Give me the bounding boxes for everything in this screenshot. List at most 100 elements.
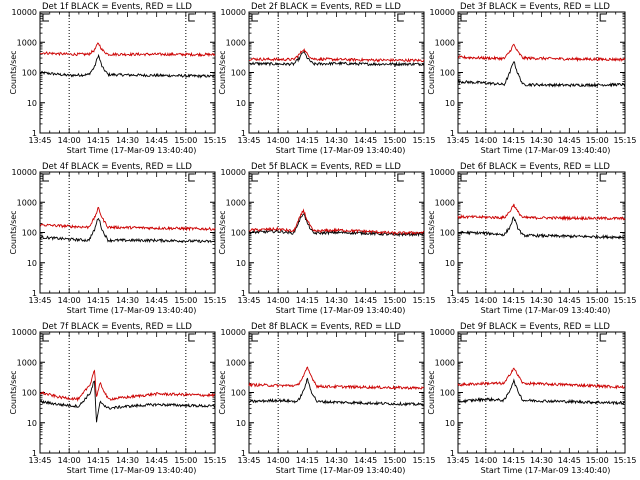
x-tick-label: 15:00 <box>174 296 197 305</box>
bracket-marker <box>460 13 467 22</box>
y-tick-label: 1 <box>241 129 246 138</box>
y-tick-label: 100 <box>22 69 37 78</box>
x-axis-label: Start Time (17-Mar-09 13:40:40) <box>276 146 406 155</box>
series-line-events <box>457 61 626 88</box>
bracket-marker <box>599 173 607 182</box>
plot-frame <box>457 331 626 454</box>
x-tick-label: 14:30 <box>116 456 139 465</box>
x-tick-label: 15:00 <box>383 296 406 305</box>
series-line-lld <box>457 367 626 390</box>
series-line-lld <box>457 43 626 63</box>
x-tick-label: 14:15 <box>502 296 525 305</box>
bracket-marker <box>599 333 607 342</box>
bracket-marker <box>599 13 607 22</box>
y-tick-label: 10000 <box>221 328 246 337</box>
series-line-events <box>248 213 425 238</box>
x-tick-label: 14:30 <box>530 456 553 465</box>
y-tick-label: 10000 <box>12 328 37 337</box>
panel-det-9: Det 9f BLACK = Events, RED = LLD 1 10 100 10… <box>427 322 637 475</box>
x-tick-label: 14:15 <box>502 136 525 145</box>
series-line-lld <box>39 369 216 403</box>
x-tick-label: 15:00 <box>586 136 609 145</box>
y-tick-label: 1 <box>450 449 455 458</box>
x-tick-label: 15:15 <box>203 136 226 145</box>
y-tick-label: 100 <box>22 389 37 398</box>
panel-title: Det 3f BLACK = Events, RED = LLD <box>460 2 610 12</box>
series-line-events <box>457 216 626 240</box>
y-tick-label: 1 <box>32 289 37 298</box>
x-tick-label: 14:15 <box>502 456 525 465</box>
x-axis-label: Start Time (17-Mar-09 13:40:40) <box>481 146 611 155</box>
x-tick-label: 14:00 <box>267 296 290 305</box>
series-line-lld <box>39 42 216 58</box>
y-tick-label: 1 <box>241 289 246 298</box>
panel-title: Det 5f BLACK = Events, RED = LLD <box>251 162 401 172</box>
panel-title: Det 1f BLACK = Events, RED = LLD <box>42 2 192 12</box>
x-tick-label: 13:45 <box>28 136 51 145</box>
series-line-events <box>248 377 425 407</box>
y-tick-label: 10000 <box>221 8 246 17</box>
x-tick-label: 14:30 <box>530 136 553 145</box>
y-tick-label: 100 <box>231 69 246 78</box>
x-axis-label: Start Time (17-Mar-09 13:40:40) <box>481 306 611 315</box>
x-tick-label: 13:45 <box>28 296 51 305</box>
panel-title: Det 6f BLACK = Events, RED = LLD <box>460 162 610 172</box>
x-tick-label: 14:45 <box>558 136 581 145</box>
y-tick-label: 1000 <box>435 38 455 47</box>
y-tick-label: 1000 <box>435 358 455 367</box>
x-tick-label: 13:45 <box>237 136 260 145</box>
y-tick-label: 100 <box>231 229 246 238</box>
x-tick-label: 13:45 <box>446 456 469 465</box>
x-tick-label: 13:45 <box>28 456 51 465</box>
series-line-lld <box>457 203 626 222</box>
series-line-events <box>248 50 425 67</box>
x-tick-label: 14:30 <box>325 296 348 305</box>
series-line-events <box>39 217 216 244</box>
panel-det-7: Det 7f BLACK = Events, RED = LLD 1 10 100 10… <box>9 322 227 475</box>
bracket-marker <box>188 173 195 182</box>
x-tick-label: 15:15 <box>613 456 636 465</box>
x-axis-label: Start Time (17-Mar-09 13:40:40) <box>276 466 406 475</box>
series-line-lld <box>248 208 425 236</box>
plot-frame <box>457 11 626 134</box>
y-axis-label: Counts/sec <box>9 370 18 414</box>
y-axis-label: Counts/sec <box>427 50 436 94</box>
series-line-events <box>39 53 216 79</box>
x-tick-label: 14:00 <box>474 136 497 145</box>
y-tick-label: 10 <box>236 99 246 108</box>
bracket-marker <box>251 333 258 342</box>
x-tick-label: 14:45 <box>354 296 377 305</box>
plot-frame <box>39 11 216 134</box>
x-axis-label: Start Time (17-Mar-09 13:40:40) <box>67 146 197 155</box>
x-tick-label: 15:00 <box>174 456 197 465</box>
y-tick-label: 10000 <box>430 168 455 177</box>
x-tick-label: 14:45 <box>354 456 377 465</box>
panel-det-6: Det 6f BLACK = Events, RED = LLD 1 10 100 10… <box>427 162 637 315</box>
y-tick-label: 10 <box>236 419 246 428</box>
x-tick-label: 14:15 <box>87 136 110 145</box>
y-tick-label: 1 <box>32 129 37 138</box>
x-tick-label: 14:30 <box>116 136 139 145</box>
x-tick-label: 15:15 <box>613 136 636 145</box>
x-tick-label: 15:00 <box>586 296 609 305</box>
panel-det-5: Det 5f BLACK = Events, RED = LLD 1 10 100 10… <box>218 162 436 315</box>
panel-det-1: Det 1f BLACK = Events, RED = LLD 1 10 100 10… <box>9 2 227 155</box>
y-tick-label: 1000 <box>17 198 37 207</box>
x-tick-label: 15:15 <box>412 136 435 145</box>
y-axis-label: Counts/sec <box>218 370 227 414</box>
x-tick-label: 14:45 <box>558 456 581 465</box>
x-tick-label: 14:00 <box>267 136 290 145</box>
y-tick-label: 1 <box>241 449 246 458</box>
x-axis-label: Start Time (17-Mar-09 13:40:40) <box>67 306 197 315</box>
panel-det-8: Det 8f BLACK = Events, RED = LLD 1 10 100 10… <box>218 322 436 475</box>
panel-title: Det 4f BLACK = Events, RED = LLD <box>42 162 192 172</box>
x-axis-label: Start Time (17-Mar-09 13:40:40) <box>481 466 611 475</box>
x-tick-label: 14:30 <box>325 456 348 465</box>
x-tick-label: 14:15 <box>296 136 319 145</box>
y-axis-label: Counts/sec <box>427 370 436 414</box>
y-tick-label: 1 <box>450 129 455 138</box>
x-tick-label: 14:00 <box>58 136 81 145</box>
x-tick-label: 14:15 <box>296 296 319 305</box>
y-tick-label: 10 <box>27 99 37 108</box>
x-tick-label: 14:30 <box>325 136 348 145</box>
